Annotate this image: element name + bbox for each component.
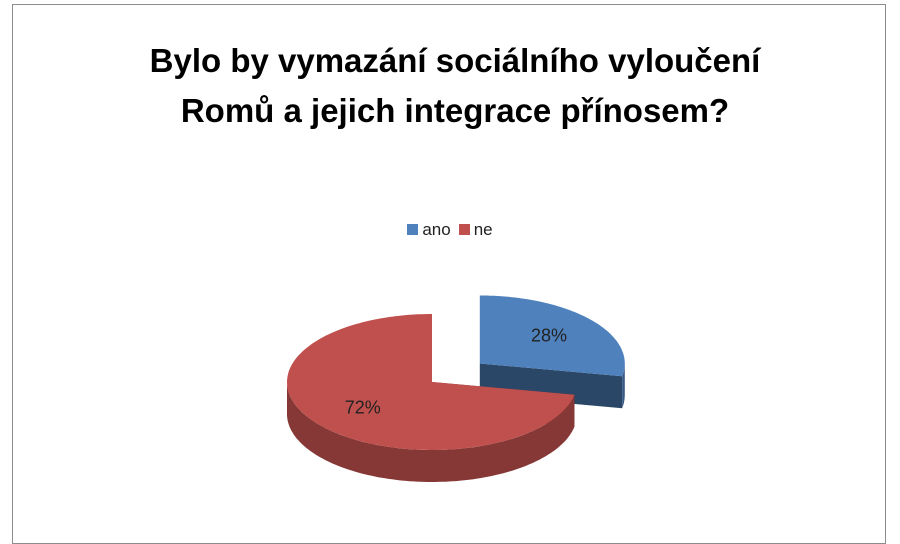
legend: ano ne [0,220,900,240]
slice-side [287,382,575,482]
legend-label: ano [422,220,451,239]
slice-side [622,363,625,409]
page: {"chart_data": {"type": "pie", "title": … [0,4,900,544]
legend-swatch [407,224,419,235]
chart-title: Bylo by vymazání sociálního vyloučení Ro… [149,42,761,129]
slice-top [287,314,575,450]
legend-item: ano [407,220,451,240]
legend-label: ne [473,220,493,239]
legend-item: ne [458,220,493,240]
slice-top [479,295,625,377]
data-label: 28% [531,325,567,345]
chart: 28% 72% [287,295,625,482]
legend-swatch [458,224,470,235]
pie-slice [287,314,575,482]
data-label: 72% [345,398,381,418]
